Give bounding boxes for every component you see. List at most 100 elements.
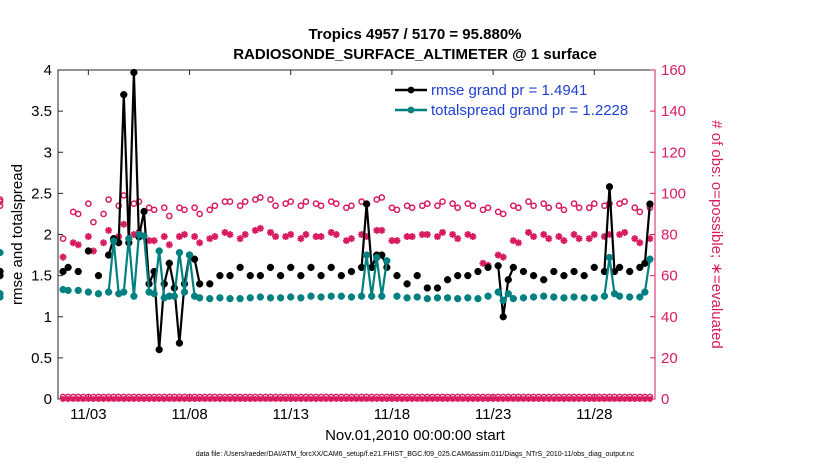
rmse-point <box>327 263 335 272</box>
totalspread-point <box>337 292 345 300</box>
rmse-point <box>347 267 356 276</box>
rmse-point <box>337 271 345 280</box>
possible-point <box>449 200 456 208</box>
evaluated-base-point <box>135 396 142 402</box>
evaluated-base-point <box>70 396 77 402</box>
rmse-point <box>454 271 462 280</box>
evaluated-base-point <box>358 396 365 402</box>
possible-point <box>0 196 4 203</box>
evaluated-base-point <box>545 396 552 402</box>
evaluated-point <box>393 237 401 245</box>
evaluated-base-point <box>500 396 507 402</box>
totalspread-point <box>641 288 649 296</box>
evaluated-point <box>530 233 538 241</box>
evaluated-base-point <box>636 396 643 402</box>
possible-point <box>100 210 107 218</box>
totalspread-point <box>570 293 578 301</box>
evaluated-base-point <box>110 396 117 402</box>
evaluated-base-point <box>201 396 208 402</box>
rmse-point <box>590 263 598 272</box>
rmse-point <box>423 284 431 292</box>
evaluated-base-point <box>100 396 107 402</box>
possible-point <box>105 196 112 203</box>
evaluated-base-point <box>313 396 320 402</box>
evaluated-point <box>585 235 593 243</box>
chart-subtitle: RADIOSONDE_SURFACE_ALTIMETER @ 1 surface <box>233 46 597 63</box>
totalspread-point <box>74 286 82 295</box>
evaluated-base-point <box>267 396 274 402</box>
evaluated-base-point <box>176 396 183 402</box>
totalspread-point <box>125 234 133 243</box>
evaluated-point <box>469 233 477 241</box>
possible-point <box>302 198 310 205</box>
rmse-point <box>175 339 184 347</box>
evaluated-base-point <box>449 396 456 402</box>
evaluated-base-point <box>191 396 198 402</box>
rmse-point <box>74 267 82 276</box>
rmse-point <box>474 267 482 276</box>
evaluated-base-point <box>464 396 471 402</box>
evaluated-point <box>555 233 563 241</box>
rmse-point <box>140 207 148 216</box>
evaluated-point <box>494 251 502 259</box>
legend-marker <box>407 106 415 114</box>
y-right-tick-label: 160 <box>661 62 686 79</box>
evaluated-point <box>69 239 77 247</box>
evaluated-base-point <box>525 396 532 402</box>
evaluated-base-point <box>520 396 527 402</box>
evaluated-base-point <box>272 396 279 402</box>
evaluated-base-point <box>115 396 122 402</box>
evaluated-base-point <box>297 396 304 402</box>
evaluated-base-point <box>227 396 234 402</box>
evaluated-base-point <box>353 396 360 402</box>
y-left-tick-label: 2.5 <box>31 185 52 202</box>
possible-point <box>206 206 214 214</box>
possible-point <box>241 198 249 205</box>
totalspread-point <box>206 295 214 303</box>
y-right-tick-label: 20 <box>661 350 678 367</box>
evaluated-point <box>439 228 447 236</box>
y-right-tick-label: 140 <box>661 103 686 120</box>
evaluated-point <box>646 235 654 243</box>
evaluated-point <box>575 235 583 243</box>
evaluated-base-point <box>550 396 557 402</box>
evaluated-point <box>59 253 67 261</box>
rmse-point <box>393 271 401 280</box>
evaluated-point <box>145 237 153 245</box>
evaluated-base-point <box>626 396 633 402</box>
evaluated-base-point <box>247 396 254 402</box>
totalspread-point <box>403 294 411 302</box>
legend-label: totalspread grand pr = 1.2228 <box>431 102 628 119</box>
rmse-point <box>246 271 254 280</box>
evaluated-base-point <box>85 396 92 402</box>
totalspread-point <box>646 255 654 263</box>
legend-label: rmse grand pr = 1.4941 <box>431 82 587 99</box>
totalspread-point <box>626 293 634 301</box>
possible-point <box>454 204 462 212</box>
totalspread-point <box>226 295 234 303</box>
evaluated-base-point <box>90 396 97 402</box>
possible-point <box>545 204 553 212</box>
evaluated-point <box>545 235 553 243</box>
possible-point <box>74 210 82 218</box>
totalspread-point <box>347 293 356 301</box>
totalspread-point <box>236 295 244 303</box>
evaluated-base-point <box>399 396 406 402</box>
evaluated-base-point <box>130 396 137 402</box>
evaluated-base-point <box>318 396 325 402</box>
possible-point <box>0 202 4 210</box>
rmse-point <box>626 267 634 276</box>
rmse-point <box>226 271 234 280</box>
evaluated-base-point <box>181 396 188 402</box>
evaluated-point <box>605 231 613 238</box>
evaluated-base-point <box>454 396 461 402</box>
rmse-point <box>529 271 538 280</box>
evaluated-point <box>221 228 229 236</box>
evaluated-point <box>525 228 533 236</box>
totalspread-point <box>276 294 285 302</box>
evaluated-base-point <box>277 396 284 402</box>
evaluated-point <box>287 231 295 238</box>
evaluated-base-point <box>596 396 603 402</box>
totalspread-point <box>307 292 315 300</box>
totalspread-point <box>605 253 614 262</box>
